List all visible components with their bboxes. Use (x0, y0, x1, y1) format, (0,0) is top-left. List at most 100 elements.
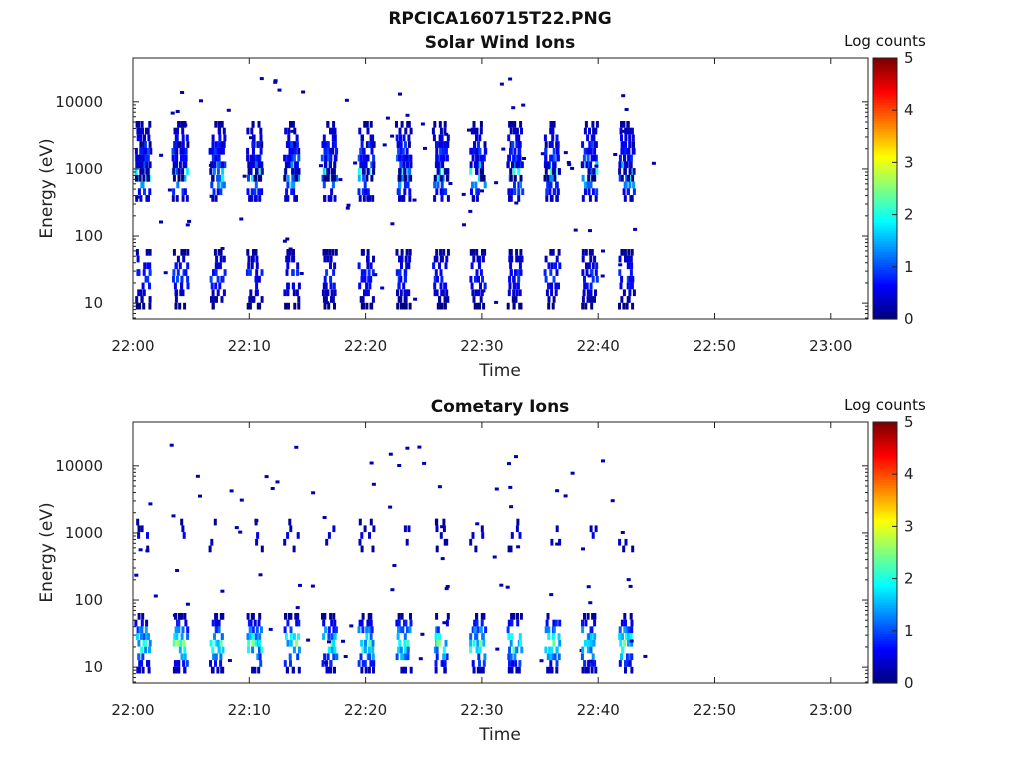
heatmap-cell (549, 269, 553, 276)
heatmap-cell (472, 639, 476, 647)
heatmap-cell (214, 653, 218, 661)
heatmap-cell (332, 626, 336, 634)
heatmap-cell (508, 660, 511, 667)
colorbar-band (873, 118, 897, 122)
heatmap-cell (399, 147, 403, 155)
heatmap-cell (581, 626, 585, 634)
heatmap-cell (476, 626, 480, 634)
heatmap-cell (412, 198, 417, 202)
heatmap-cell (482, 660, 486, 667)
heatmap-cell (556, 147, 559, 155)
colorbar-band (873, 191, 897, 195)
heatmap-cell (408, 255, 412, 263)
heatmap-cell (251, 626, 255, 634)
heatmap-cell (398, 181, 402, 189)
heatmap-cell (363, 275, 367, 283)
colorbar-band (873, 104, 897, 109)
heatmap-cell (446, 168, 450, 175)
heatmap-cell (333, 134, 337, 142)
heatmap-cell (284, 127, 288, 135)
heatmap-cell (594, 141, 598, 148)
heatmap-cell (555, 666, 559, 674)
heatmap-cell (360, 275, 364, 283)
heatmap-cell (549, 121, 553, 128)
heatmap-cell (404, 653, 408, 661)
heatmap-cell (142, 633, 146, 640)
heatmap-cell (186, 249, 190, 256)
heatmap-cell (446, 134, 450, 142)
heatmap-cell (296, 613, 300, 620)
heatmap-cell (518, 141, 522, 148)
heatmap-cell (144, 639, 148, 647)
colorbar-band (873, 81, 897, 85)
heatmap-cell (517, 275, 521, 283)
heatmap-cell (547, 633, 551, 640)
heatmap-cell (249, 154, 253, 162)
heatmap-cell (551, 134, 555, 142)
heatmap-cell (286, 289, 290, 297)
heatmap-cell (514, 269, 517, 276)
heatmap-cell (478, 262, 482, 270)
colorbar-band (873, 144, 897, 148)
heatmap-cell (407, 525, 411, 533)
heatmap-cell (408, 168, 412, 175)
heatmap-cell (260, 161, 264, 169)
heatmap-cell (552, 639, 556, 647)
heatmap-cell (510, 666, 514, 674)
heatmap-cell (434, 660, 438, 667)
heatmap-cell (363, 181, 367, 189)
heatmap-cell (293, 147, 297, 155)
heatmap-cell (147, 134, 151, 142)
heatmap-cell (144, 646, 148, 654)
heatmap-cell (443, 660, 447, 667)
heatmap-cell (369, 121, 373, 128)
heatmap-cell (137, 121, 141, 128)
heatmap-cell (509, 195, 513, 202)
colorbar-band (873, 274, 897, 278)
heatmap-cell (469, 249, 473, 256)
heatmap-cell (418, 657, 423, 661)
heatmap-cell (327, 302, 331, 310)
heatmap-cell (359, 653, 363, 661)
heatmap-cell (136, 518, 140, 526)
colorbar-band (873, 521, 897, 525)
heatmap-cell (400, 249, 404, 256)
heatmap-cell (172, 249, 176, 256)
heatmap-cell (268, 627, 273, 631)
colorbar-band (873, 492, 897, 496)
colorbar-band (873, 646, 897, 650)
heatmap-cell (583, 275, 586, 283)
heatmap-cell (138, 154, 142, 162)
heatmap-cell (372, 660, 376, 667)
heatmap-cell (507, 633, 511, 640)
colorbar-tick-label: 5 (904, 413, 914, 431)
heatmap-cell (469, 639, 473, 647)
heatmap-cell (409, 174, 413, 182)
heatmap-cell (406, 653, 410, 661)
heatmap-cell (141, 181, 145, 189)
heatmap-cell (475, 613, 479, 620)
heatmap-cell (292, 154, 296, 162)
heatmap-cell (548, 666, 552, 674)
heatmap-cell (181, 147, 185, 155)
heatmap-cell (331, 127, 335, 135)
colorbar-band (873, 531, 897, 535)
colorbar-band (873, 91, 897, 96)
heatmap-cell (552, 121, 556, 128)
heatmap-cell (141, 653, 145, 661)
heatmap-cell (510, 532, 514, 539)
heatmap-cell (397, 282, 401, 290)
heatmap-cell (137, 653, 141, 661)
heatmap-cell (461, 192, 466, 196)
heatmap-cell (468, 209, 473, 213)
heatmap-cell (510, 613, 514, 620)
heatmap-cell (618, 660, 622, 667)
heatmap-cell (512, 289, 516, 297)
heatmap-cell (510, 121, 514, 128)
heatmap-cell (475, 619, 479, 627)
heatmap-cell (628, 289, 632, 297)
heatmap-cell (518, 262, 522, 270)
heatmap-cell (475, 633, 479, 640)
heatmap-cell (260, 168, 264, 175)
heatmap-cell (629, 161, 633, 169)
